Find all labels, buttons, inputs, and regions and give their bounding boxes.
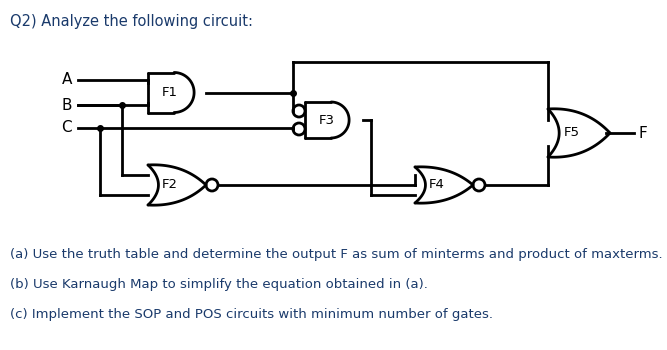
Text: (b) Use Karnaugh Map to simplify the equation obtained in (a).: (b) Use Karnaugh Map to simplify the equ… <box>10 278 428 291</box>
Text: (a) Use the truth table and determine the output F as sum of minterms and produc: (a) Use the truth table and determine th… <box>10 248 662 261</box>
Text: C: C <box>61 120 72 135</box>
Text: F2: F2 <box>162 178 178 191</box>
Text: F4: F4 <box>429 178 445 191</box>
Text: F1: F1 <box>162 86 178 99</box>
Text: (c) Implement the SOP and POS circuits with minimum number of gates.: (c) Implement the SOP and POS circuits w… <box>10 308 493 321</box>
Text: A: A <box>61 72 72 88</box>
Text: B: B <box>61 98 72 112</box>
Text: F5: F5 <box>564 126 580 140</box>
Text: F3: F3 <box>319 113 335 126</box>
Text: Q2) Analyze the following circuit:: Q2) Analyze the following circuit: <box>10 14 253 29</box>
Text: F: F <box>638 126 647 140</box>
